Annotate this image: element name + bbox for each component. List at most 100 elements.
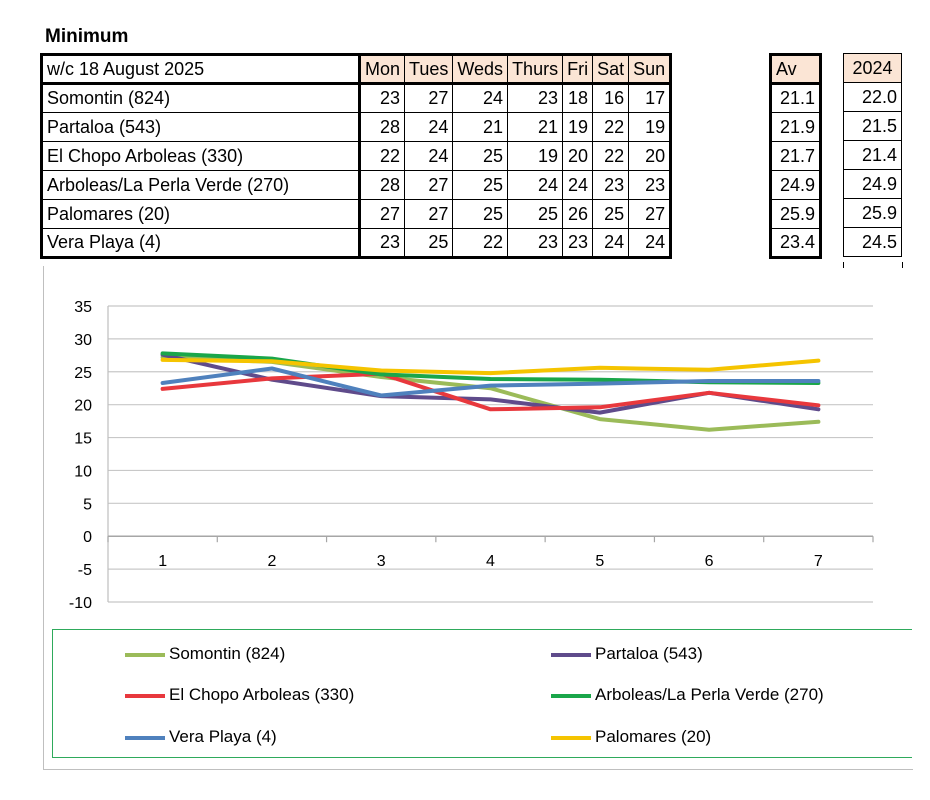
legend-label: Somontin (824) bbox=[169, 644, 286, 663]
temperature-cell: 17 bbox=[628, 83, 671, 113]
average-cell: 21.1 bbox=[770, 83, 821, 113]
temperature-cell: 24 bbox=[452, 83, 508, 113]
y-tick-label: 30 bbox=[74, 332, 92, 349]
year-2024-cell: 25.9 bbox=[843, 198, 902, 228]
average-cell: 23.4 bbox=[770, 228, 821, 259]
temperature-cell: 22 bbox=[357, 141, 405, 171]
temperature-cell: 28 bbox=[357, 112, 405, 142]
temperature-cell: 20 bbox=[562, 141, 593, 171]
legend-item: Somontin (824) bbox=[125, 644, 285, 664]
temperature-cell: 26 bbox=[562, 199, 593, 229]
table-row: El Chopo Arboleas (330) 22 24 25 19 20 22 20 bbox=[41, 141, 671, 171]
day-header: Tues bbox=[404, 54, 453, 85]
av-row: 23.4 bbox=[770, 228, 821, 259]
temperature-cell: 18 bbox=[562, 83, 593, 113]
series-line-2 bbox=[160, 371, 821, 412]
x-tick-label: 5 bbox=[595, 553, 604, 570]
x-tick-label: 4 bbox=[486, 553, 495, 570]
y-tick-label: 25 bbox=[74, 365, 92, 382]
av-row: 24.9 bbox=[770, 170, 821, 200]
year-2024-cell: 24.5 bbox=[843, 227, 902, 257]
av-row: 25.9 bbox=[770, 199, 821, 229]
y-tick-label: 5 bbox=[83, 496, 92, 513]
temperature-cell: 24 bbox=[562, 170, 593, 200]
year-row: 25.9 bbox=[843, 198, 902, 228]
day-header: Fri bbox=[562, 54, 593, 85]
temperature-cell: 23 bbox=[562, 228, 593, 259]
year-header-row: 2024 bbox=[843, 53, 902, 83]
temperature-cell: 21 bbox=[507, 112, 563, 142]
legend-swatch bbox=[551, 652, 591, 657]
legend-item: El Chopo Arboleas (330) bbox=[125, 685, 354, 705]
temperature-cell: 20 bbox=[628, 141, 671, 171]
legend-label: Partaloa (543) bbox=[595, 644, 703, 663]
av-row: 21.9 bbox=[770, 112, 821, 142]
x-tick-label: 7 bbox=[814, 553, 823, 570]
av-header-row: Av bbox=[770, 54, 821, 85]
y-tick-label: -5 bbox=[78, 562, 92, 579]
day-header: Thurs bbox=[507, 54, 563, 85]
year-2024-table-stub bbox=[843, 262, 903, 268]
temperature-cell: 23 bbox=[357, 228, 405, 259]
temperature-cell: 22 bbox=[452, 228, 508, 259]
minimum-temperature-table: w/c 18 August 2025 Mon Tues Weds Thurs Fri Sat… bbox=[40, 53, 673, 259]
temperature-cell: 19 bbox=[507, 141, 563, 171]
y-tick-label: 10 bbox=[74, 463, 92, 480]
week-label: w/c 18 August 2025 bbox=[41, 54, 360, 85]
year-row: 22.0 bbox=[843, 82, 902, 112]
day-header: Weds bbox=[452, 54, 508, 85]
table-row: Arboleas/La Perla Verde (270) 28 27 25 24 24 2… bbox=[41, 170, 671, 200]
temperature-cell: 23 bbox=[507, 83, 563, 113]
temperature-cell: 19 bbox=[628, 112, 671, 142]
temperature-cell: 16 bbox=[592, 83, 629, 113]
temperature-cell: 24 bbox=[592, 228, 629, 259]
temperature-cell: 27 bbox=[357, 199, 405, 229]
legend-swatch bbox=[125, 735, 165, 740]
temperature-cell: 25 bbox=[592, 199, 629, 229]
day-header: Sun bbox=[628, 54, 671, 85]
temperature-cell: 25 bbox=[452, 199, 508, 229]
chart-frame bbox=[43, 266, 913, 770]
table-row: Palomares (20) 27 27 25 25 26 25 27 bbox=[41, 199, 671, 229]
table-row: Vera Playa (4) 23 25 22 23 23 24 24 bbox=[41, 228, 671, 259]
x-tick-label: 2 bbox=[267, 553, 276, 570]
legend-swatch bbox=[125, 693, 165, 698]
year-row: 24.5 bbox=[843, 227, 902, 257]
legend-item: Palomares (20) bbox=[551, 727, 711, 747]
legend-label: Vera Playa (4) bbox=[169, 727, 277, 746]
temperature-cell: 24 bbox=[628, 228, 671, 259]
temperature-cell: 19 bbox=[562, 112, 593, 142]
year-2024-cell: 21.4 bbox=[843, 140, 902, 170]
av-header: Av bbox=[770, 54, 821, 85]
year-2024-table: 2024 22.0 21.5 21.4 24.9 25.9 24.5 bbox=[843, 53, 902, 257]
station-name: Partaloa (543) bbox=[41, 112, 360, 142]
year-2024-cell: 22.0 bbox=[843, 82, 902, 112]
temperature-cell: 25 bbox=[404, 228, 453, 259]
page-title: Minimum bbox=[45, 26, 129, 47]
av-row: 21.1 bbox=[770, 83, 821, 113]
y-tick-label: 20 bbox=[74, 398, 92, 415]
table-row: Partaloa (543) 28 24 21 21 19 22 19 bbox=[41, 112, 671, 142]
legend-label: Arboleas/La Perla Verde (270) bbox=[595, 685, 824, 704]
x-tick-label: 6 bbox=[705, 553, 714, 570]
temperature-cell: 23 bbox=[628, 170, 671, 200]
legend-swatch bbox=[125, 652, 165, 657]
temperature-cell: 23 bbox=[507, 228, 563, 259]
temperature-cell: 25 bbox=[507, 199, 563, 229]
table-row: Somontin (824) 23 27 24 23 18 16 17 bbox=[41, 83, 671, 113]
temperature-cell: 21 bbox=[452, 112, 508, 142]
average-cell: 25.9 bbox=[770, 199, 821, 229]
station-name: El Chopo Arboleas (330) bbox=[41, 141, 360, 171]
legend-item: Vera Playa (4) bbox=[125, 727, 277, 747]
year-2024-cell: 21.5 bbox=[843, 111, 902, 141]
temperature-cell: 24 bbox=[404, 112, 453, 142]
station-name: Vera Playa (4) bbox=[41, 228, 360, 259]
temperature-cell: 24 bbox=[404, 141, 453, 171]
y-tick-label: 35 bbox=[74, 299, 92, 316]
y-tick-label: -10 bbox=[69, 595, 92, 612]
temperature-cell: 27 bbox=[404, 170, 453, 200]
temperature-cell: 24 bbox=[507, 170, 563, 200]
temperature-cell: 27 bbox=[628, 199, 671, 229]
x-tick-label: 3 bbox=[377, 553, 386, 570]
temperature-cell: 22 bbox=[592, 141, 629, 171]
